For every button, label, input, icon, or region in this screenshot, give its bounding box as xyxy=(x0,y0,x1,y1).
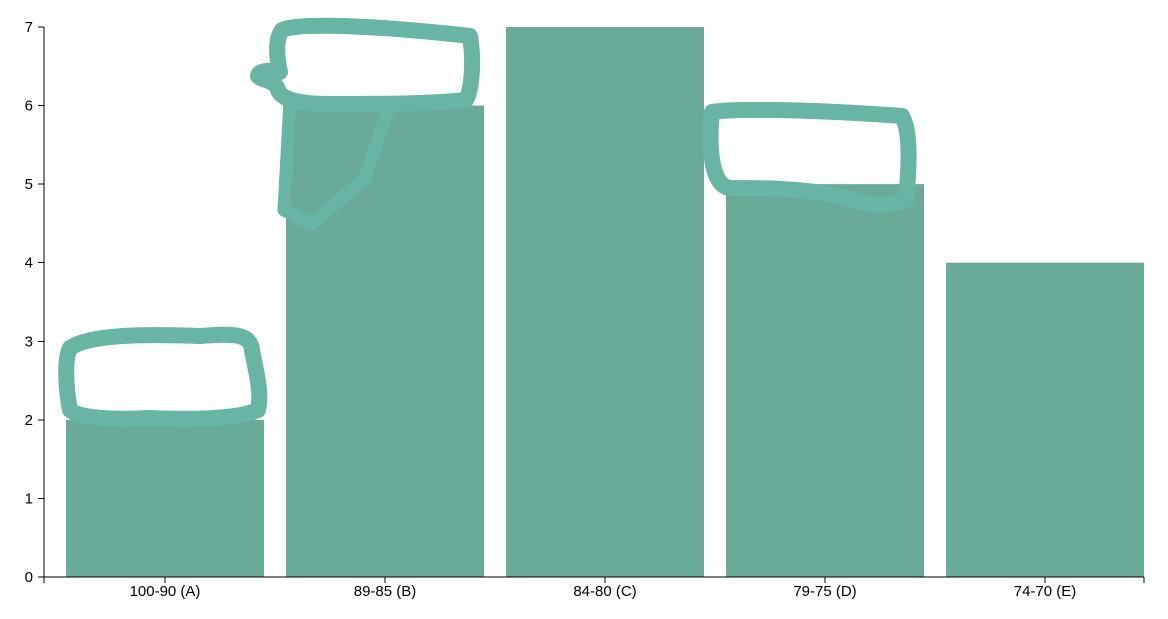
scribble-mark xyxy=(58,326,268,427)
y-tick-label: 0 xyxy=(25,569,33,586)
x-tick-label: 89-85 (B) xyxy=(354,583,417,600)
bar-1 xyxy=(66,419,264,577)
x-tick-label: 74-70 (E) xyxy=(1014,583,1077,600)
y-axis: 0 1 2 3 4 5 6 7 xyxy=(25,19,45,586)
x-tick-label: 100-90 (A) xyxy=(130,583,201,600)
y-tick-label: 2 xyxy=(25,412,33,429)
annotation-scribbles xyxy=(58,17,917,427)
y-tick-label: 3 xyxy=(25,333,33,350)
bar-3 xyxy=(506,27,704,577)
bar-5 xyxy=(946,262,1144,577)
bars-group xyxy=(66,27,1144,578)
y-tick-label: 7 xyxy=(25,19,33,36)
bar-2 xyxy=(286,105,484,578)
y-tick-label: 6 xyxy=(25,98,33,115)
y-tick-label: 1 xyxy=(25,490,33,507)
x-tick-label: 79-75 (D) xyxy=(793,583,856,600)
x-axis: 100-90 (A) 89-85 (B) 84-80 (C) 79-75 (D) 74-… xyxy=(43,576,1145,600)
scribble-mark xyxy=(702,101,917,213)
scribble-mark xyxy=(277,93,395,231)
y-tick-label: 5 xyxy=(25,176,33,193)
bar-4 xyxy=(726,184,924,577)
x-tick-label: 84-80 (C) xyxy=(573,583,636,600)
scribble-mark xyxy=(250,17,481,112)
y-tick-label: 4 xyxy=(25,255,33,272)
